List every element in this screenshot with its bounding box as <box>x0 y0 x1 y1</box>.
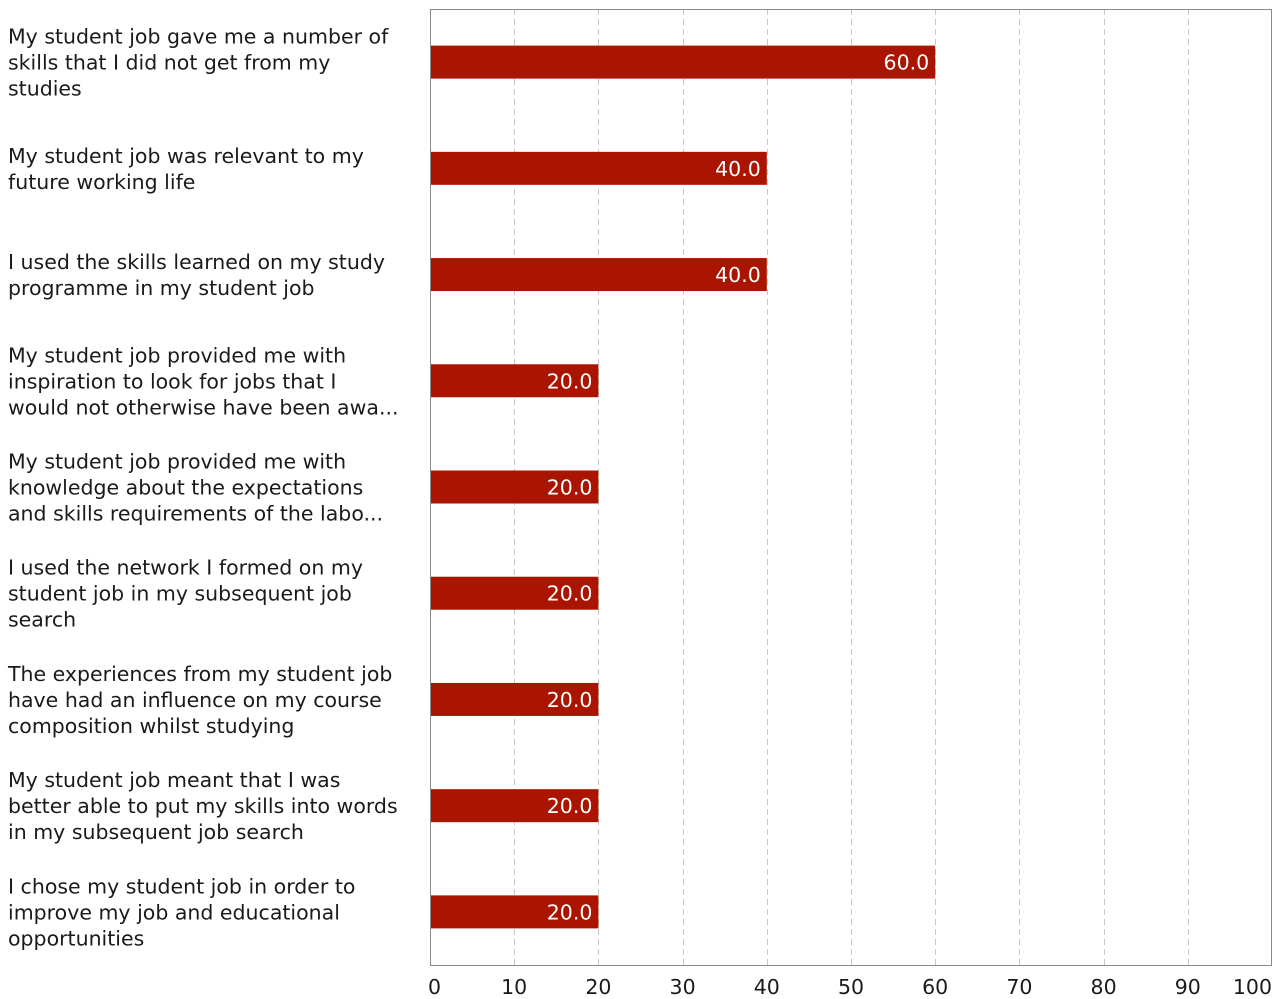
category-label-line: better able to put my skills into words <box>8 794 398 818</box>
bar-8 <box>430 895 599 929</box>
category-labels: My student job gave me a number of skills… <box>7 25 399 951</box>
x-tick-label: 0 <box>428 975 441 999</box>
bar-value-label: 20.0 <box>547 369 593 393</box>
category-label: My student job gave me a number of skills… <box>8 25 389 101</box>
bar-7 <box>430 789 599 823</box>
category-label-line: programme in my student job <box>8 276 315 300</box>
category-label: I used the skills learned on my study pro… <box>8 250 385 300</box>
category-label-line: knowledge about the expectations <box>8 476 363 500</box>
x-axis-ticks: 0 10 20 30 40 50 60 70 80 90 100 <box>428 975 1272 999</box>
bar-value-label: 20.0 <box>547 900 593 924</box>
category-label-line: and skills requirements of the labo... <box>8 502 383 526</box>
bar-6 <box>430 682 599 716</box>
category-label-line: studies <box>8 77 82 101</box>
category-label-line: composition whilst studying <box>8 714 294 738</box>
category-label-line: skills that I did not get from my <box>8 51 330 75</box>
category-label-line: improve my job and educational <box>8 900 340 924</box>
category-label-line: I used the skills learned on my study <box>8 250 385 274</box>
category-label: I chose my student job in order to improv… <box>8 874 355 950</box>
x-tick-label: 60 <box>922 975 948 999</box>
bar-value-label: 40.0 <box>715 263 761 287</box>
x-tick-label: 50 <box>838 975 864 999</box>
x-tick-label: 10 <box>501 975 527 999</box>
bar-value-label: 20.0 <box>547 688 593 712</box>
x-tick-label: 20 <box>585 975 611 999</box>
category-label-line: would not otherwise have been awa... <box>8 395 399 419</box>
bar-1 <box>430 151 767 185</box>
category-label-line: I chose my student job in order to <box>8 874 355 898</box>
x-tick-label: 40 <box>754 975 780 999</box>
category-label: The experiences from my student job have … <box>7 662 392 738</box>
category-label: My student job provided me with inspirati… <box>8 343 399 419</box>
category-label-line: My student job provided me with <box>8 450 346 474</box>
category-label-line: My student job gave me a number of <box>8 25 389 49</box>
bar-4 <box>430 470 599 504</box>
bar-value-label: 20.0 <box>547 582 593 606</box>
category-label-line: opportunities <box>8 926 144 950</box>
bar-5 <box>430 576 599 610</box>
bar-value-label: 20.0 <box>547 476 593 500</box>
category-label-line: inspiration to look for jobs that I <box>8 369 336 393</box>
bar-value-label: 40.0 <box>715 157 761 181</box>
bar-value-label: 60.0 <box>884 51 930 75</box>
category-label: My student job meant that I was better ab… <box>8 768 398 844</box>
category-label-line: The experiences from my student job <box>7 662 392 686</box>
category-label-line: My student job meant that I was <box>8 768 340 792</box>
category-label: My student job was relevant to my future … <box>8 144 364 194</box>
category-label-line: future working life <box>8 170 195 194</box>
bar-value-label: 20.0 <box>547 794 593 818</box>
category-label-line: My student job provided me with <box>8 343 346 367</box>
bar-3 <box>430 364 599 398</box>
category-label-line: My student job was relevant to my <box>8 144 364 168</box>
category-label-line: student job in my subsequent job <box>8 582 352 606</box>
x-tick-label: 100 <box>1233 975 1272 999</box>
category-label-line: search <box>8 608 76 632</box>
category-label: I used the network I formed on my student… <box>8 556 363 632</box>
category-label-line: in my subsequent job search <box>8 820 304 844</box>
x-tick-label: 80 <box>1091 975 1117 999</box>
plot-frame <box>430 9 1272 966</box>
x-tick-label: 90 <box>1175 975 1201 999</box>
bar-2 <box>430 258 767 292</box>
category-label-line: have had an influence on my course <box>8 688 382 712</box>
x-tick-label: 70 <box>1006 975 1032 999</box>
bars: 60.0 40.0 40.0 20.0 20.0 20.0 20.0 20.0 20.0 <box>430 45 936 929</box>
x-tick-label: 30 <box>670 975 696 999</box>
bar-0 <box>430 45 936 79</box>
category-label-line: I used the network I formed on my <box>8 556 363 580</box>
category-label: My student job provided me with knowledge… <box>8 450 383 526</box>
